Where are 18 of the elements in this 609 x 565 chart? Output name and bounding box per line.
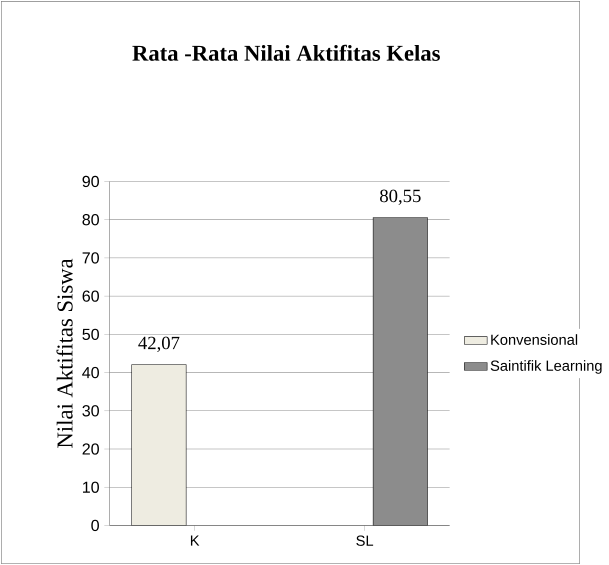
data-label: 80,55 <box>380 190 421 205</box>
y-tick-label: 30 <box>82 405 99 416</box>
data-label: 42,07 <box>138 336 180 352</box>
y-tick-label: 60 <box>82 290 99 302</box>
y-tick-label: 40 <box>82 366 99 378</box>
y-tick-label: 50 <box>82 328 99 340</box>
chart-title: Rata -Rata Nilai Aktifitas Kelas <box>132 44 440 61</box>
legend-label: Konvensional <box>491 334 578 345</box>
y-axis-title: Nilai Aktifitas Siswa <box>56 258 73 448</box>
y-tick-label: 0 <box>91 520 99 532</box>
legend-label: Saintifik Learning <box>490 360 602 374</box>
y-tick-label: 90 <box>82 176 99 188</box>
x-tick-label: SL <box>356 536 374 546</box>
x-tick-label: K <box>190 536 200 546</box>
y-tick-label: 10 <box>83 482 99 493</box>
y-tick-label: 70 <box>82 252 99 264</box>
y-tick-label: 20 <box>82 443 99 455</box>
y-tick-label: 80 <box>82 214 99 226</box>
